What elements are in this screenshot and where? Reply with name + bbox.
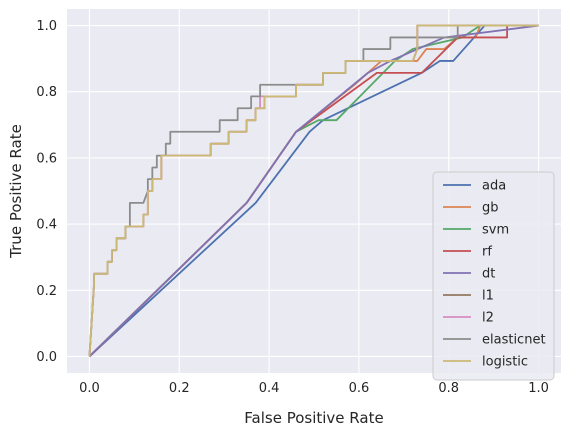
legend-label-dt: dt xyxy=(482,267,495,282)
legend-label-l1: l1 xyxy=(482,289,494,304)
legend-label-logistic: logistic xyxy=(482,355,528,370)
y-tick-label-2: 0.4 xyxy=(36,218,57,233)
y-tick-label-1: 0.2 xyxy=(36,284,57,299)
series-line-logistic xyxy=(88,24,539,357)
x-tick-label-4: 0.8 xyxy=(438,381,459,396)
gridlines xyxy=(67,9,561,373)
x-tick-label-5: 1.0 xyxy=(528,381,549,396)
x-tick-label-1: 0.2 xyxy=(169,381,190,396)
legend-label-rf: rf xyxy=(482,245,492,260)
legend: ada gb svm rf dt l1 l2 elasticnet logistic xyxy=(432,171,555,381)
x-axis-label: False Positive Rate xyxy=(244,409,383,427)
series-lines xyxy=(88,24,539,358)
x-tick-label-0: 0.0 xyxy=(79,381,100,396)
x-tick-labels: 0.0 0.2 0.4 0.6 0.8 1.0 xyxy=(79,381,549,396)
legend-label-svm: svm xyxy=(482,223,509,238)
y-tick-label-4: 0.8 xyxy=(36,85,57,100)
y-tick-label-0: 0.0 xyxy=(36,350,57,365)
legend-label-ada: ada xyxy=(482,179,506,194)
x-tick-label-2: 0.4 xyxy=(259,381,280,396)
x-tick-label-3: 0.6 xyxy=(349,381,370,396)
y-axis-label: True Positive Rate xyxy=(7,124,25,259)
legend-label-l2: l2 xyxy=(482,311,494,326)
y-tick-labels: 0.0 0.2 0.4 0.6 0.8 1.0 xyxy=(36,19,57,365)
legend-label-elasticnet: elasticnet xyxy=(482,333,546,348)
y-tick-label-5: 1.0 xyxy=(36,19,57,34)
legend-box xyxy=(432,171,555,381)
y-tick-label-3: 0.6 xyxy=(36,151,57,166)
legend-label-gb: gb xyxy=(482,201,499,216)
